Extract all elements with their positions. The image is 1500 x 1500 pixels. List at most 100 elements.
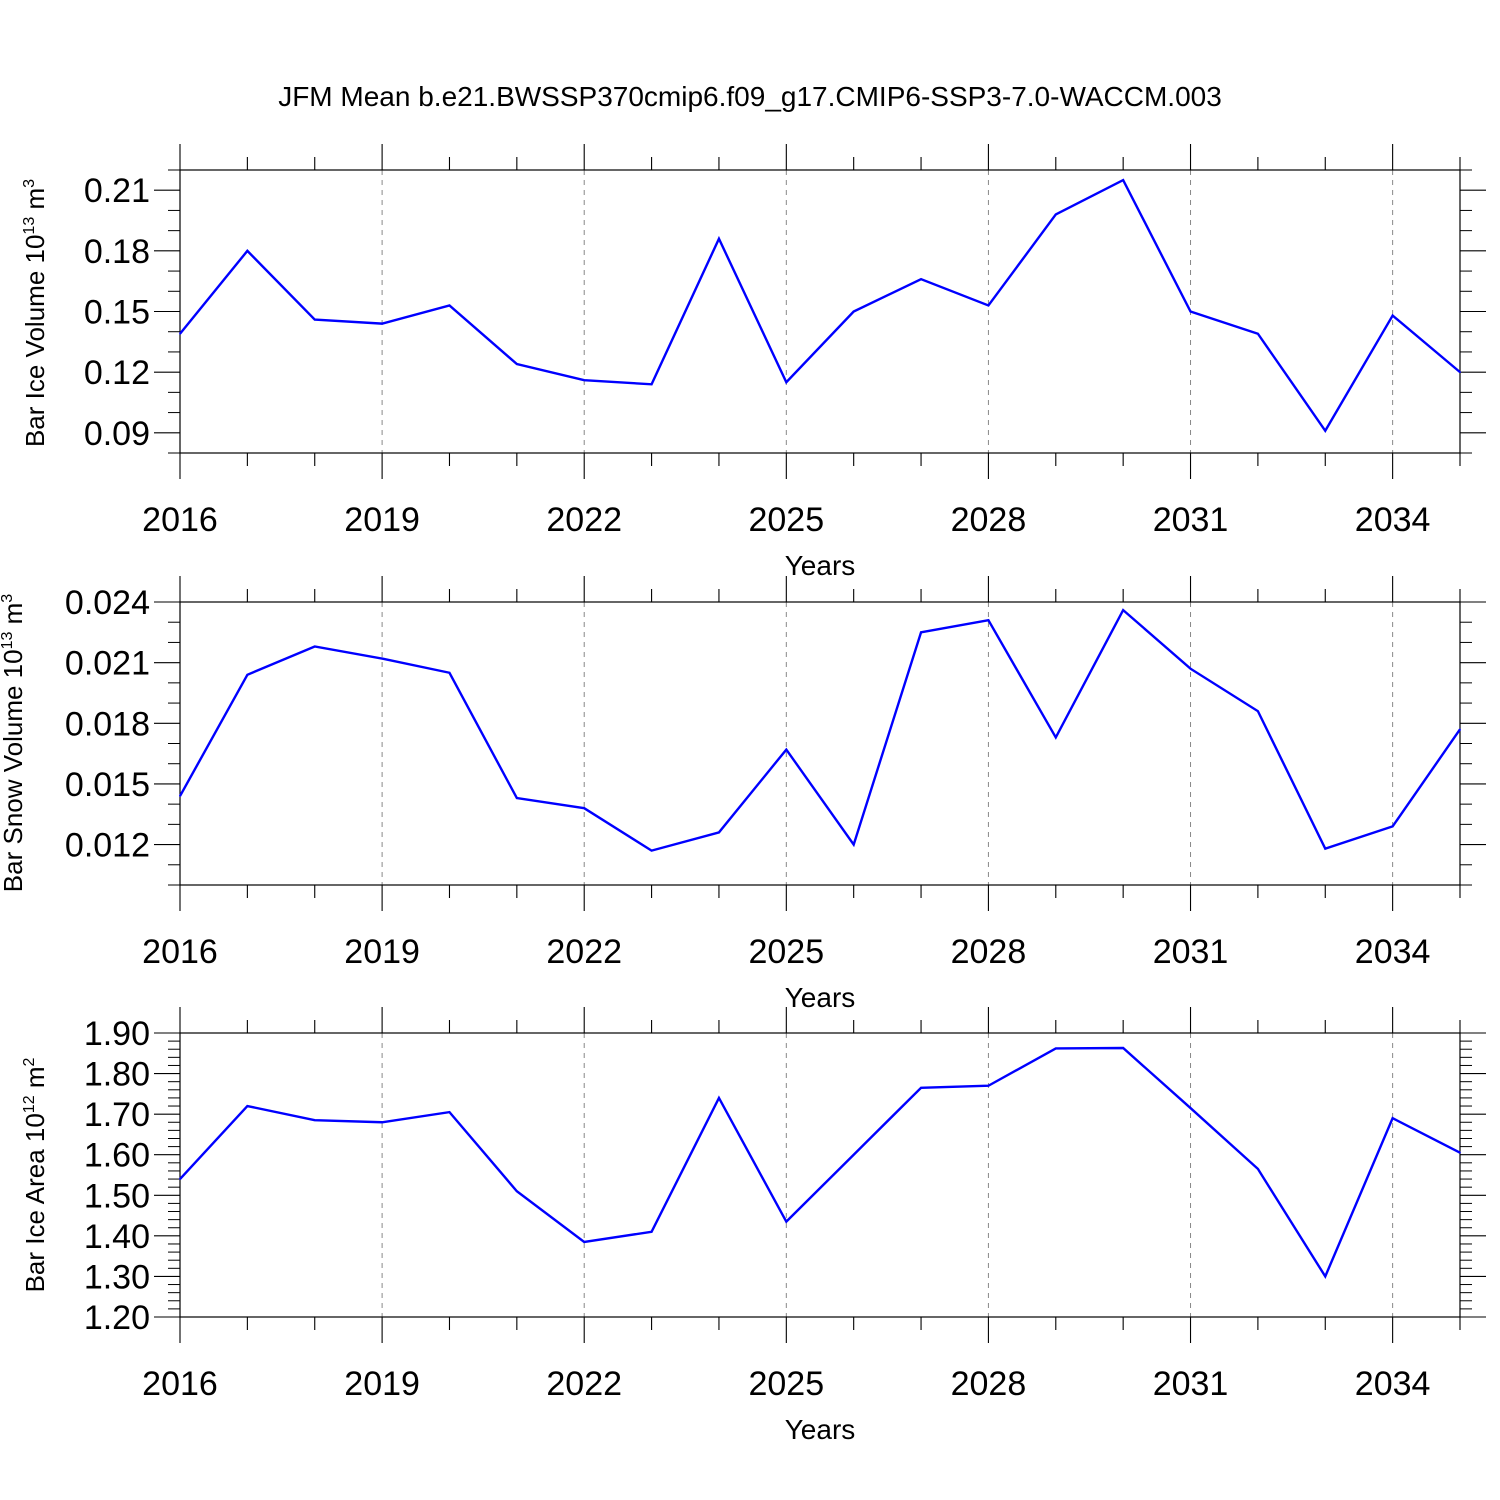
y-tick-label: 0.024 [65,584,150,622]
x-tick-label: 2019 [344,1365,420,1403]
data-point [1122,179,1124,181]
x-tick-label: 2016 [142,501,218,539]
data-point [313,318,316,321]
y-axis-label-superscript: 12 [21,1095,38,1113]
data-point [179,1178,181,1180]
panels: 0.09 0.12 0.15 0.18 0.21 2016 2019 2022 2025 2028… [0,144,1486,1445]
y-tick-label: 0.021 [65,645,150,683]
data-point [381,657,383,660]
data-point [785,381,788,384]
data-point [650,849,653,852]
data-point [246,673,249,676]
x-tick-label: 2034 [1355,933,1431,971]
data-point [852,1153,855,1156]
x-axis-label: Years [785,982,856,1013]
x-tick-label: 2025 [748,933,824,971]
y-axis-label-superscript: 13 [21,217,38,235]
data-point [1391,314,1394,317]
data-point [1189,667,1192,670]
data-point [718,237,720,240]
x-tick-label: 2016 [142,933,218,971]
data-point [1391,1117,1394,1119]
series-line-1 [179,1046,1461,1280]
data-point [179,795,181,797]
data-point [1189,310,1192,313]
y-axis-label-superscript: 3 [0,594,16,603]
data-point [920,631,922,634]
data-point [650,383,653,386]
y-tick-label: 0.09 [84,415,150,453]
y-axis-label-text: m [0,603,28,632]
data-point [381,322,383,325]
chart-panel-1: 0.09 0.12 0.15 0.18 0.21 2016 2019 2022 2025 2028… [20,144,1486,581]
figure-title: JFM Mean b.e21.BWSSP370cmip6.f09_g17.CMI… [278,81,1222,112]
y-tick-label: 1.90 [84,1015,150,1053]
chart-panel-3: 1.201.301.401.501.601.701.801.90 2016 2019… [20,1007,1486,1445]
y-tick-label: 0.015 [65,766,150,804]
data-point [583,807,586,809]
x-tick-label: 2016 [142,1365,218,1403]
data-point [785,1220,788,1223]
y-axis-label: Bar Ice Area 1012 m2 [20,1057,50,1292]
y-tick-label: 1.40 [84,1218,150,1256]
data-point [718,1097,720,1099]
data-point [1324,847,1327,850]
data-point [179,332,181,335]
plot-frame [179,1032,1461,1318]
data-point [1324,1275,1327,1278]
data-point [718,831,720,834]
data-point [448,1111,451,1113]
x-axis-label: Years [785,550,856,581]
y-tick-label: 0.15 [84,294,150,332]
data-point [381,1121,383,1124]
data-point [1122,609,1124,611]
data-point [920,278,922,280]
x-tick-label: 2025 [748,1365,824,1403]
data-point [516,1190,518,1193]
x-tick-label: 2028 [951,1365,1027,1403]
data-point [1257,332,1259,335]
y-axis-label-text: Bar Snow Volume 10 [0,649,28,892]
data-point [987,1084,990,1087]
y-tick-label: 1.80 [84,1056,150,1094]
data-point [448,671,451,674]
x-tick-label: 2022 [546,933,622,971]
y-tick-label: 1.60 [84,1137,150,1175]
data-point [650,1231,653,1233]
data-point [1459,371,1461,373]
x-tick-label: 2022 [546,501,622,539]
y-axis-label-superscript: 2 [21,1057,38,1066]
data-point [920,1086,922,1089]
data-point [987,304,990,307]
data-point [1054,213,1057,216]
data-point [1459,728,1461,731]
data-point [1054,736,1057,739]
y-tick-label: 0.21 [84,172,150,210]
x-tick-label: 2022 [546,1365,622,1403]
y-axis-label-text: Bar Ice Volume 10 [20,235,50,447]
data-point [1391,825,1394,828]
y-axis-label-text: Bar Ice Area 10 [20,1113,50,1292]
data-point [1257,1168,1259,1170]
y-tick-label: 1.50 [84,1177,150,1215]
x-tick-label: 2019 [344,933,420,971]
y-axis-label-text: m [20,1066,50,1095]
x-tick-label: 2019 [344,501,420,539]
x-tick-label: 2028 [951,501,1027,539]
data-point [1459,1151,1461,1154]
x-tick-label: 2031 [1153,933,1229,971]
y-axis-label: Bar Ice Volume 1013 m3 [20,179,50,447]
series-line-1 [178,608,1461,852]
x-tick-label: 2028 [951,933,1027,971]
plot-frame [179,169,1461,454]
data-point [852,843,855,846]
y-axis-label-superscript: 13 [0,631,16,649]
x-axis-label: Years [785,1414,856,1445]
data-point [246,250,249,252]
y-axis-label: Bar Snow Volume 1013 m3 [0,594,28,893]
data-point [516,797,518,799]
y-tick-label: 1.20 [84,1299,150,1337]
chart-panel-2: 0.012 0.015 0.018 0.021 0.024 2016 2019 2022 202… [0,576,1486,1013]
data-point [1189,1107,1192,1109]
data-point [1324,429,1327,432]
